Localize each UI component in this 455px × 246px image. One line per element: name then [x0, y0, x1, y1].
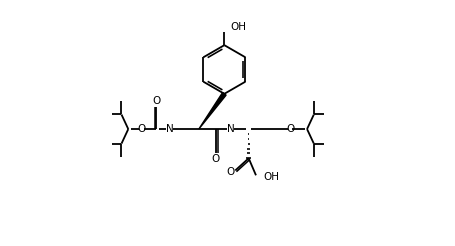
- Text: O: O: [285, 124, 293, 134]
- Text: O: O: [152, 96, 160, 106]
- Text: OH: OH: [230, 22, 246, 32]
- Text: N: N: [165, 124, 173, 134]
- Text: OH: OH: [263, 171, 278, 182]
- Text: O: O: [211, 154, 219, 164]
- Text: N: N: [226, 124, 234, 134]
- Polygon shape: [198, 92, 226, 129]
- Text: O: O: [137, 124, 146, 134]
- Text: O: O: [226, 167, 234, 177]
